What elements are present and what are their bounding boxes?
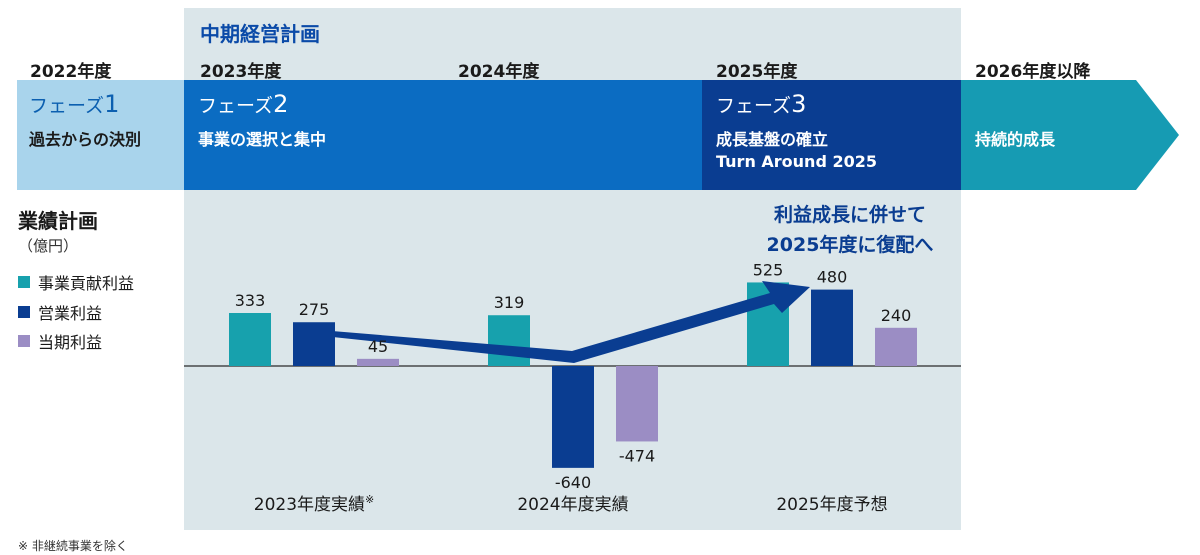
legend-item-business-profit: 事業貢献利益 <box>18 270 134 294</box>
phase-1-description: 過去からの決別 <box>29 130 142 149</box>
legend-unit: （億円） <box>18 237 79 255</box>
legend-item-operating-profit: 営業利益 <box>18 300 102 324</box>
trend-arrow <box>335 281 810 363</box>
legend-label-net-profit: 当期利益 <box>38 333 103 352</box>
value-label-business-profit-3: 525 <box>753 260 784 279</box>
phase-4-description: 持続的成長 <box>975 130 1056 149</box>
bar-net-profit-2 <box>616 366 658 442</box>
phase-2-name: フェーズ <box>198 95 274 117</box>
bar-operating-profit-1 <box>293 322 335 366</box>
year-label-2025: 2025年度 <box>716 62 798 82</box>
value-label-business-profit-2: 319 <box>494 293 525 312</box>
legend-label-business-profit: 事業貢献利益 <box>38 274 135 293</box>
phase-4-arrow-band <box>961 80 1179 190</box>
arrow-annotation-line-1: 利益成長に併せて <box>773 204 926 226</box>
legend-swatch-operating-profit <box>18 306 30 318</box>
bar-operating-profit-3 <box>811 289 853 366</box>
value-label-net-profit-2: -474 <box>619 446 655 465</box>
phase-2-number: 2 <box>273 90 289 118</box>
phase-1-number: 1 <box>104 90 120 118</box>
bar-business-profit-2 <box>488 315 530 366</box>
year-label-2023: 2023年度 <box>200 62 282 82</box>
year-label-2026-onward: 2026年度以降 <box>975 62 1091 82</box>
phase-2-description: 事業の選択と集中 <box>198 130 327 149</box>
year-label-2024: 2024年度 <box>458 62 540 82</box>
value-label-operating-profit-2: -640 <box>555 473 591 492</box>
value-label-net-profit-3: 240 <box>881 306 912 325</box>
legend-title: 業績計画 <box>18 209 98 233</box>
value-label-net-profit-1: 45 <box>368 337 388 356</box>
phase-3-band: フェーズ3 成長基盤の確立 Turn Around 2025 <box>702 80 961 190</box>
phase-3-description: 成長基盤の確立 <box>716 130 829 149</box>
year-label-2022: 2022年度 <box>30 62 112 82</box>
phase-3-subtitle: Turn Around 2025 <box>716 152 877 171</box>
legend-swatch-net-profit <box>18 335 30 347</box>
bar-net-profit-1 <box>357 358 399 366</box>
phase-3-name: フェーズ <box>716 95 792 117</box>
plan-title: 中期経営計画 <box>200 22 320 46</box>
bar-operating-profit-2 <box>552 366 594 468</box>
arrow-annotation-line-2: 2025年度に復配へ <box>766 234 934 256</box>
legend-label-operating-profit: 営業利益 <box>38 304 103 323</box>
phase-1-name: フェーズ <box>29 95 105 117</box>
category-label-2: 2024年度実績 <box>517 495 628 515</box>
value-label-business-profit-1: 333 <box>235 291 266 310</box>
phase-3-number: 3 <box>791 90 807 118</box>
bar-net-profit-3 <box>875 327 917 366</box>
footnote: ※ 非継続事業を除く <box>18 539 128 553</box>
bar-business-profit-1 <box>229 313 271 366</box>
value-label-operating-profit-1: 275 <box>299 300 330 319</box>
category-label-3: 2025年度予想 <box>776 495 887 515</box>
legend-swatch-business-profit <box>18 276 30 288</box>
category-label-1: 2023年度実績※ <box>254 493 374 515</box>
value-label-operating-profit-3: 480 <box>817 268 848 287</box>
phase-1-band: フェーズ1 過去からの決別 <box>17 80 184 190</box>
legend-item-net-profit: 当期利益 <box>18 329 102 353</box>
phase-2-band: フェーズ2 事業の選択と集中 <box>184 80 702 190</box>
arrow-annotation: 利益成長に併せて 2025年度に復配へ <box>700 200 1000 260</box>
